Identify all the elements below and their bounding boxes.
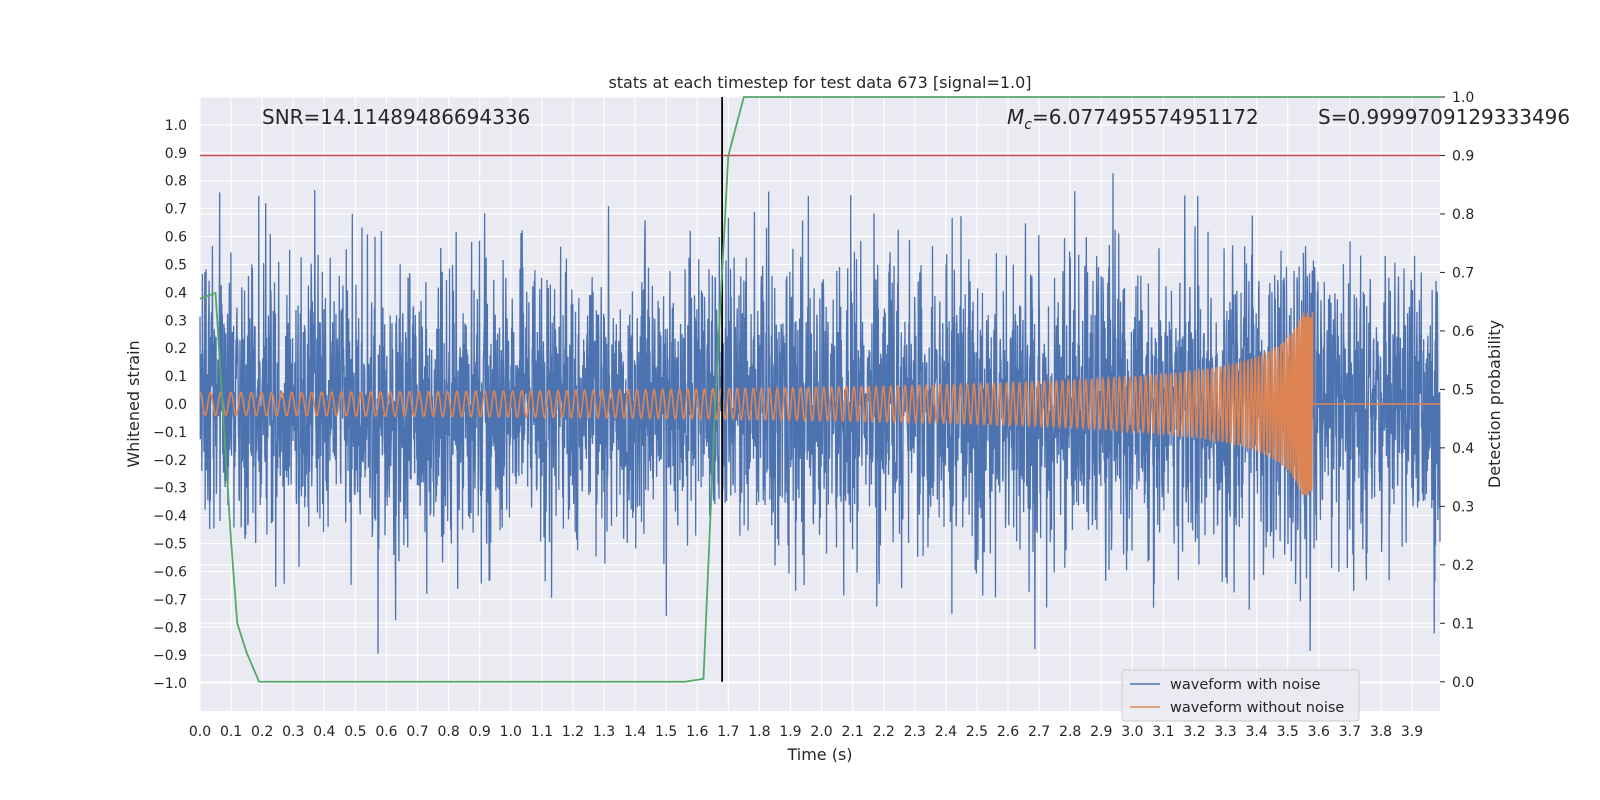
s-annotation: S=0.9999709129333496 [1318, 105, 1570, 129]
y-tick-label: −0.6 [153, 564, 187, 580]
y-tick-label: 0.2 [165, 341, 187, 357]
y-right-tick-label: 0.2 [1452, 558, 1474, 574]
mc-symbol: M [1007, 105, 1024, 129]
x-tick-label: 3.6 [1308, 724, 1330, 740]
y-tick-label: 0.9 [165, 146, 187, 162]
y-axis-label: Whitened strain [124, 340, 143, 467]
x-tick-label: 3.3 [1214, 724, 1236, 740]
x-tick-label: 0.7 [406, 724, 428, 740]
legend: waveform with noise waveform without noi… [1121, 669, 1360, 722]
x-tick-label: 3.2 [1183, 724, 1205, 740]
x-tick-label: 3.7 [1339, 724, 1361, 740]
series-waveform-with-noise [199, 173, 1441, 654]
x-tick-label: 0.9 [469, 724, 491, 740]
y-right-tick-label: 0.8 [1452, 207, 1474, 223]
y-tick-label: −0.7 [153, 592, 187, 608]
x-tick-label: 2.0 [810, 724, 832, 740]
x-axis-label: Time (s) [786, 745, 852, 764]
x-tick-label: 1.4 [624, 724, 646, 740]
x-tick-label: 3.8 [1370, 724, 1392, 740]
x-tick-label: 0.2 [251, 724, 273, 740]
x-tick-label: 3.9 [1401, 724, 1423, 740]
x-tick-label: 1.1 [531, 724, 553, 740]
y-tick-label: −0.4 [153, 509, 187, 525]
y-right-tick-label: 0.9 [1452, 148, 1474, 164]
series-waveform-without-noise [199, 312, 1440, 496]
y-right-tick-label: 0.5 [1452, 382, 1474, 398]
y-axis-right-label: Detection probability [1485, 320, 1504, 488]
x-tick-label: 2.1 [841, 724, 863, 740]
x-tick-label: 2.8 [1059, 724, 1081, 740]
x-tick-label: 1.7 [717, 724, 739, 740]
x-tick-label: 0.1 [220, 724, 242, 740]
chart-title: stats at each timestep for test data 673… [608, 73, 1031, 92]
y-axis-right: 1.0 0.9 0.8 0.7 0.6 0.5 0.4 0.3 0.2 0.1 0.0 [1440, 90, 1474, 691]
y-right-tick-label: 0.7 [1452, 265, 1474, 281]
mc-value: =6.077495574951172 [1032, 105, 1259, 129]
y-tick-label: 0.3 [165, 313, 187, 329]
x-tick-label: 2.7 [1028, 724, 1050, 740]
plot-content [199, 96, 1441, 683]
x-tick-label: 2.6 [997, 724, 1019, 740]
y-right-tick-label: 0.0 [1452, 675, 1474, 691]
y-tick-label: −0.8 [153, 620, 187, 636]
x-tick-label: 2.5 [966, 724, 988, 740]
legend-label-waveform-with-noise: waveform with noise [1170, 677, 1321, 693]
y-tick-label: 0.5 [165, 257, 187, 273]
x-tick-label: 1.6 [686, 724, 708, 740]
mc-annotation: Mc=6.077495574951172 [1007, 105, 1259, 133]
y-tick-label: −0.2 [153, 453, 187, 469]
y-right-tick-label: 0.4 [1452, 441, 1474, 457]
x-tick-label: 0.6 [375, 724, 397, 740]
y-right-tick-label: 0.1 [1452, 616, 1474, 632]
snr-annotation: SNR=14.11489486694336 [262, 105, 530, 129]
y-right-tick-label: 0.3 [1452, 499, 1474, 515]
y-tick-label: 0.7 [165, 202, 187, 218]
legend-box [1121, 669, 1360, 722]
y-axis-left: 1.0 0.9 0.8 0.7 0.6 0.5 0.4 0.3 0.2 0.1 0.0 −0.1 −0.… [153, 118, 187, 692]
x-tick-label: 0.8 [437, 724, 459, 740]
y-tick-label: 0.1 [165, 369, 187, 385]
x-tick-label: 2.9 [1090, 724, 1112, 740]
y-right-tick-label: 1.0 [1452, 90, 1474, 106]
x-tick-label: 1.5 [655, 724, 677, 740]
y-tick-label: −0.9 [153, 648, 187, 664]
x-axis: 0.0 0.1 0.2 0.3 0.4 0.5 0.6 0.7 0.8 0.9 1.0 1.1 1.2 1… [189, 724, 1423, 740]
x-tick-label: 0.3 [282, 724, 304, 740]
y-tick-label: −0.3 [153, 481, 187, 497]
y-tick-label: −1.0 [153, 676, 187, 692]
x-tick-label: 3.1 [1152, 724, 1174, 740]
x-tick-label: 1.3 [593, 724, 615, 740]
x-tick-label: 2.2 [873, 724, 895, 740]
y-tick-label: −0.1 [153, 425, 187, 441]
y-tick-label: 0.8 [165, 174, 187, 190]
mc-subscript: c [1024, 117, 1032, 133]
x-tick-label: 0.4 [313, 724, 335, 740]
x-tick-label: 3.5 [1277, 724, 1299, 740]
x-tick-label: 2.3 [904, 724, 926, 740]
y-tick-label: 0.0 [165, 397, 187, 413]
y-tick-label: 0.6 [165, 230, 187, 246]
x-tick-label: 0.5 [344, 724, 366, 740]
y-tick-label: −0.5 [153, 537, 187, 553]
x-tick-label: 1.2 [562, 724, 584, 740]
x-tick-label: 3.4 [1246, 724, 1268, 740]
x-tick-label: 3.0 [1121, 724, 1143, 740]
y-tick-label: 0.4 [165, 285, 187, 301]
x-tick-label: 1.9 [779, 724, 801, 740]
x-tick-label: 2.4 [935, 724, 957, 740]
x-tick-label: 1.8 [748, 724, 770, 740]
series-detection-probability [199, 96, 1440, 683]
y-tick-label: 1.0 [165, 118, 187, 134]
y-right-tick-label: 0.6 [1452, 324, 1474, 340]
legend-label-waveform-without-noise: waveform without noise [1170, 700, 1344, 716]
x-tick-label: 0.0 [189, 724, 211, 740]
x-tick-label: 1.0 [500, 724, 522, 740]
